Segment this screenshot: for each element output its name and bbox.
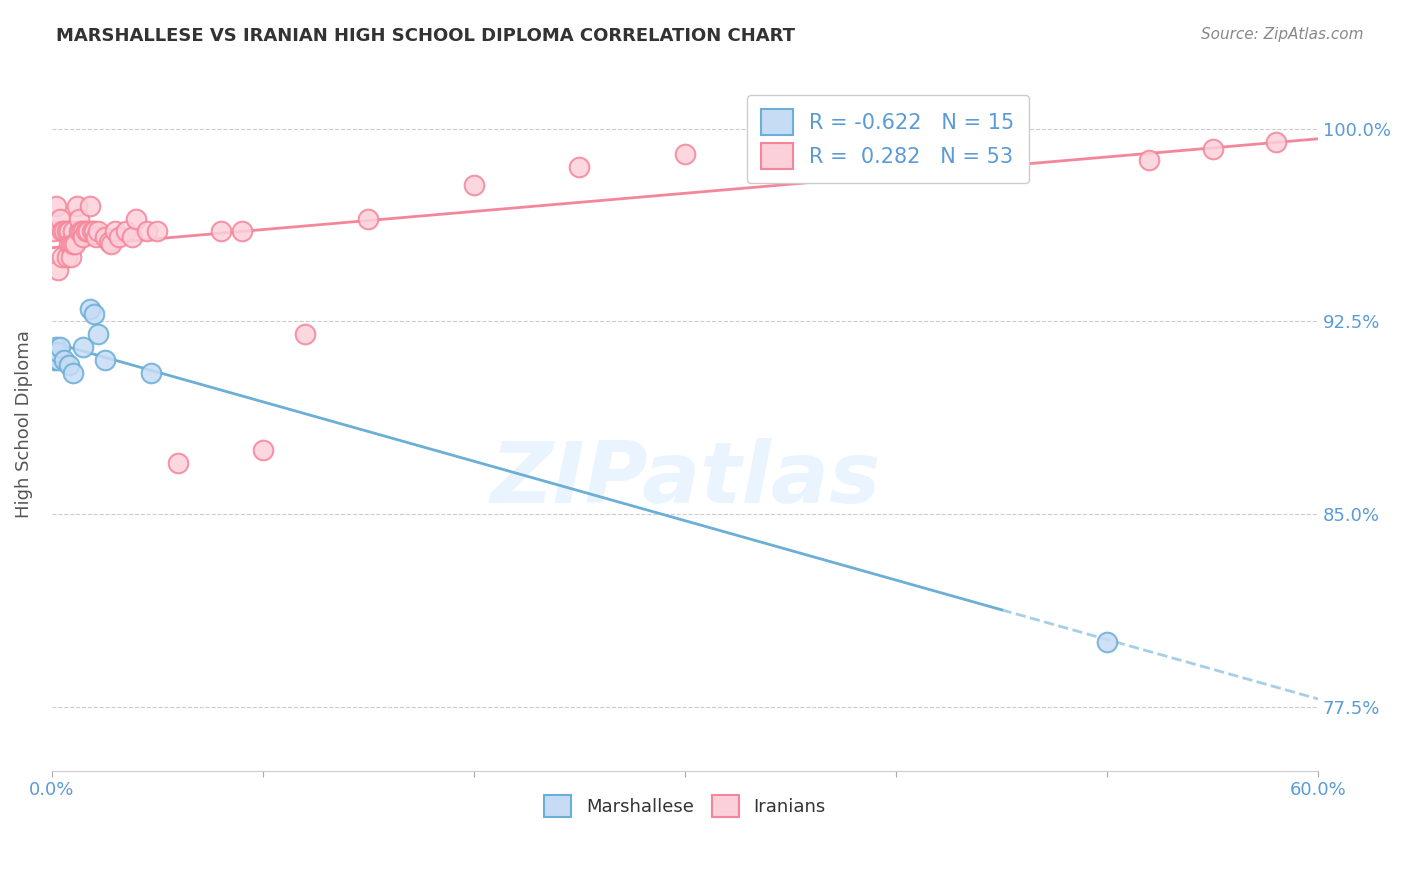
Point [62,237,84,252]
Point [45,199,67,213]
Point [673,147,696,161]
Point [45,340,67,354]
Point [357,211,380,226]
Point [75,225,97,239]
Point [1137,153,1160,167]
Point [51,225,73,239]
Point [62,366,84,380]
Point [104,225,127,239]
Point [83,225,105,239]
Point [209,225,232,239]
Point [1201,142,1223,156]
Point [146,225,169,239]
Point [55,250,77,264]
Point [884,147,907,161]
Point [63,237,86,252]
Point [53,352,76,367]
Point [83,307,105,321]
Point [62,225,84,239]
Point [42,225,65,239]
Point [79,301,101,316]
Point [135,225,157,239]
Point [58,237,80,252]
Point [231,225,253,239]
Text: ZIPatlas: ZIPatlas [489,438,880,521]
Point [87,225,110,239]
Point [93,352,115,367]
Point [1095,635,1118,649]
Point [72,225,94,239]
Point [125,211,148,226]
Point [100,237,122,252]
Point [72,340,94,354]
Point [87,327,110,342]
Point [72,229,94,244]
Text: Source: ZipAtlas.com: Source: ZipAtlas.com [1201,27,1364,42]
Point [67,225,90,239]
Point [46,345,69,359]
Point [70,225,93,239]
Point [139,366,162,380]
Point [84,229,107,244]
Legend: Marshallese, Iranians: Marshallese, Iranians [537,788,832,824]
Point [42,352,65,367]
Point [93,229,115,244]
Point [1264,135,1286,149]
Point [66,199,89,213]
Point [108,229,131,244]
Point [114,225,136,239]
Point [990,135,1012,149]
Point [49,211,72,226]
Point [568,161,591,175]
Point [76,225,98,239]
Point [167,456,190,470]
Point [59,237,82,252]
Point [46,352,69,367]
Point [80,225,103,239]
Point [55,225,77,239]
Point [463,178,485,193]
Point [67,211,90,226]
Point [58,358,80,372]
Point [58,225,80,239]
Point [252,442,274,457]
Point [46,263,69,277]
Point [97,235,120,249]
Point [51,250,73,264]
Point [59,250,82,264]
Point [53,225,76,239]
Point [49,340,72,354]
Point [79,199,101,213]
Y-axis label: High School Diploma: High School Diploma [15,330,32,518]
Point [121,229,143,244]
Point [294,327,316,342]
Text: MARSHALLESE VS IRANIAN HIGH SCHOOL DIPLOMA CORRELATION CHART: MARSHALLESE VS IRANIAN HIGH SCHOOL DIPLO… [56,27,796,45]
